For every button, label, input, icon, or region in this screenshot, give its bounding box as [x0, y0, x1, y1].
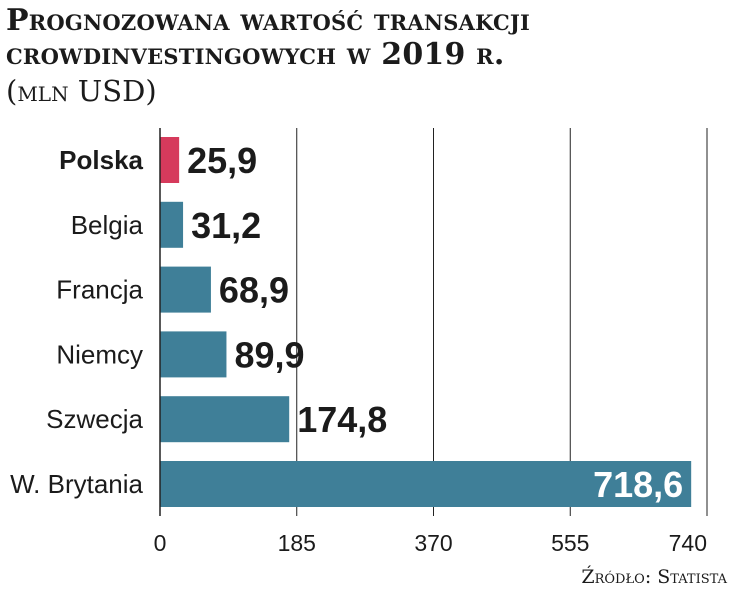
chart-subtitle: (mln USD): [6, 74, 157, 108]
bar-polska: [160, 137, 180, 183]
source-note: Źródło: Statista: [581, 566, 727, 588]
category-label: Niemcy: [56, 339, 143, 369]
category-label: Belgia: [71, 210, 144, 240]
bar-francja: [160, 266, 211, 313]
bar-belgia: [160, 201, 184, 248]
category-label: Polska: [59, 145, 143, 175]
bar-w-brytania: [160, 461, 692, 507]
category-label: Szwecja: [46, 404, 143, 434]
x-tick-label: 185: [278, 530, 316, 556]
x-tick-label: 740: [669, 530, 707, 556]
chart-title: Prognozowana wartość transakcji crowdinv…: [6, 3, 531, 72]
data-label: 89,9: [234, 334, 304, 375]
bar-szwecja: [160, 396, 290, 443]
category-label: W. Brytania: [10, 469, 143, 499]
category-label: Francja: [56, 275, 143, 305]
data-label: 718,6: [593, 464, 683, 505]
data-label: 31,2: [191, 205, 261, 246]
x-tick-label: 0: [154, 530, 167, 556]
bar-niemcy: [160, 331, 227, 378]
x-tick-label: 555: [551, 530, 589, 556]
data-label: 68,9: [219, 270, 289, 311]
x-tick-label: 370: [414, 530, 452, 556]
data-label: 174,8: [297, 399, 387, 440]
data-label: 25,9: [187, 140, 257, 181]
